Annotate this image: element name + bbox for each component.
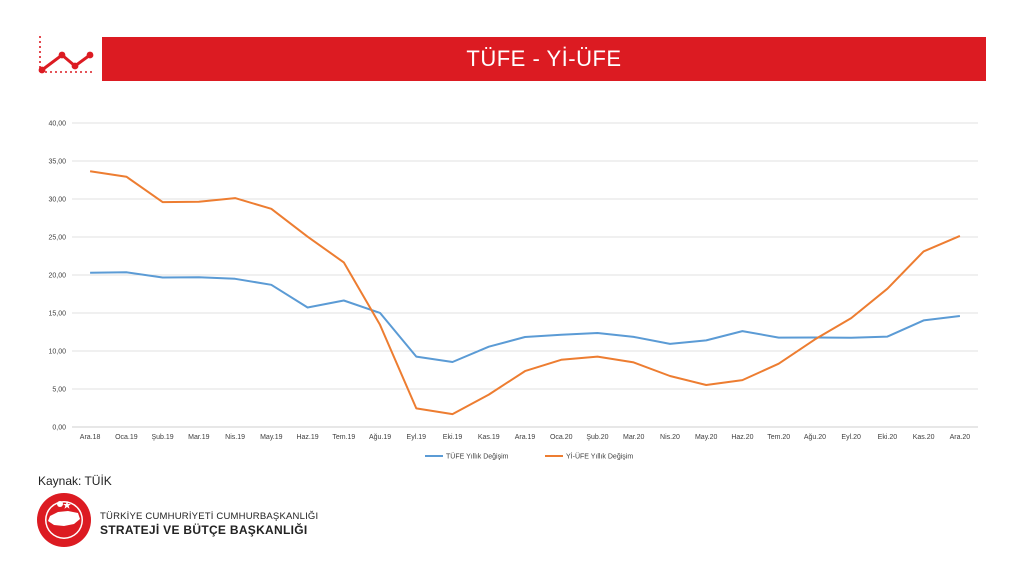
trend-line-icon (38, 36, 94, 74)
y-tick-label: 10,00 (48, 349, 66, 356)
org-name-line2: STRATEJİ VE BÜTÇE BAŞKANLIĞI (100, 523, 308, 537)
x-tick-label: Haz.19 (296, 434, 318, 441)
y-tick-label: 15,00 (48, 311, 66, 318)
x-tick-label: Oca.19 (115, 434, 138, 441)
x-tick-label: Mar.20 (623, 434, 645, 441)
source-label: Kaynak: TÜİK (38, 474, 112, 488)
x-tick-label: Şub.20 (586, 434, 608, 441)
y-tick-label: 25,00 (48, 235, 66, 242)
page-title: TÜFE - Yİ-ÜFE (466, 46, 622, 71)
y-tick-label: 30,00 (48, 197, 66, 204)
y-tick-label: 35,00 (48, 159, 66, 166)
x-tick-label: May.20 (695, 434, 718, 441)
legend-label: TÜFE Yıllık Değişim (446, 453, 509, 461)
y-tick-label: 0,00 (52, 425, 66, 432)
x-tick-label: Kas.20 (913, 434, 935, 441)
x-tick-label: Eki.20 (878, 434, 898, 441)
x-tick-label: Tem.19 (332, 434, 355, 441)
emblem-seal-icon (37, 493, 91, 547)
x-tick-label: Ara.18 (80, 434, 101, 441)
series-line-2 (89, 170, 961, 416)
series-line-1 (90, 271, 961, 363)
x-tick-label: Ara.19 (515, 434, 536, 441)
x-tick-label: Ağu.20 (804, 434, 826, 441)
x-tick-label: Eyl.19 (407, 434, 427, 441)
x-tick-label: Ara.20 (950, 434, 971, 441)
x-tick-label: Oca.20 (550, 434, 573, 441)
title-bar: TÜFE - Yİ-ÜFE (102, 37, 986, 81)
legend-label: Yİ-ÜFE Yıllık Değişim (566, 452, 633, 461)
x-tick-label: Haz.20 (731, 434, 753, 441)
x-tick-label: Tem.20 (767, 434, 790, 441)
x-tick-label: Ağu.19 (369, 434, 391, 441)
x-tick-label: May.19 (260, 434, 283, 441)
x-tick-label: Eki.19 (443, 434, 463, 441)
y-tick-label: 5,00 (52, 387, 66, 394)
x-tick-label: Nis.19 (225, 434, 245, 441)
x-tick-label: Kas.19 (478, 434, 500, 441)
line-chart: 0,00 5,00 10,00 15,00 20,00 25,00 30,00 35,00 40… (48, 121, 978, 461)
y-tick-label: 40,00 (48, 121, 66, 128)
org-name-line1: TÜRKİYE CUMHURİYETİ CUMHURBAŞKANLIĞI (100, 511, 319, 522)
x-tick-label: Eyl.20 (841, 434, 861, 441)
x-tick-label: Mar.19 (188, 434, 210, 441)
y-tick-label: 20,00 (48, 273, 66, 280)
x-tick-label: Nis.20 (660, 434, 680, 441)
x-tick-label: Şub.19 (152, 434, 174, 441)
